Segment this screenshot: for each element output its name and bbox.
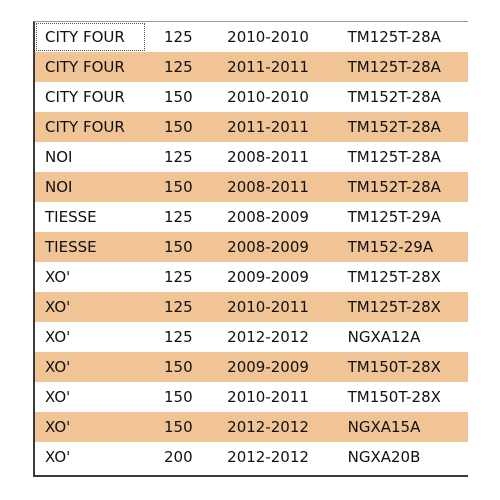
cc-cell[interactable]: 125: [164, 298, 193, 316]
engine-cell[interactable]: TM152T-28A: [347, 88, 441, 106]
cc-cell[interactable]: 150: [164, 238, 193, 256]
cc-cell[interactable]: 125: [164, 208, 193, 226]
table-row[interactable]: TIESSE 150 2008-2009 TM152-29A: [35, 232, 468, 262]
table-row[interactable]: XO' 150 2009-2009 TM150T-28X: [35, 352, 468, 382]
model-cell[interactable]: XO': [45, 418, 71, 436]
model-cell[interactable]: XO': [45, 388, 71, 406]
cc-cell[interactable]: 150: [164, 178, 193, 196]
engine-cell[interactable]: TM125T-28X: [347, 298, 441, 316]
cc-cell[interactable]: 150: [164, 358, 193, 376]
years-cell[interactable]: 2010-2011: [227, 298, 309, 316]
model-cell[interactable]: NOI: [45, 178, 73, 196]
engine-cell[interactable]: TM150T-28X: [347, 358, 441, 376]
engine-cell[interactable]: TM125T-28A: [347, 148, 441, 166]
engine-cell[interactable]: TM150T-28X: [347, 388, 441, 406]
model-cell[interactable]: CITY FOUR: [35, 22, 146, 52]
table-row[interactable]: CITY FOUR 150 2011-2011 TM152T-28A: [35, 112, 468, 142]
years-cell[interactable]: 2008-2009: [227, 208, 309, 226]
model-cell[interactable]: TIESSE: [45, 238, 97, 256]
engine-cell[interactable]: TM125T-28A: [347, 28, 441, 46]
cc-cell[interactable]: 150: [164, 118, 193, 136]
cc-cell[interactable]: 150: [164, 418, 193, 436]
model-cell[interactable]: XO': [45, 328, 71, 346]
table-row[interactable]: TIESSE 125 2008-2009 TM125T-29A: [35, 202, 468, 232]
cc-cell[interactable]: 125: [164, 328, 193, 346]
table-row[interactable]: XO' 200 2012-2012 NGXA20B: [35, 442, 468, 472]
years-cell[interactable]: 2008-2011: [227, 148, 309, 166]
years-cell[interactable]: 2008-2011: [227, 178, 309, 196]
years-cell[interactable]: 2010-2010: [227, 88, 309, 106]
engine-cell[interactable]: NGXA20B: [347, 448, 421, 466]
engine-cell[interactable]: NGXA15A: [347, 418, 421, 436]
table-row[interactable]: NOI 125 2008-2011 TM125T-28A: [35, 142, 468, 172]
model-cell[interactable]: XO': [45, 268, 71, 286]
table-row[interactable]: XO' 125 2009-2009 TM125T-28X: [35, 262, 468, 292]
table-row[interactable]: CITY FOUR 125 2010-2010 TM125T-28A: [35, 22, 468, 52]
cc-cell[interactable]: 150: [164, 88, 193, 106]
cc-cell[interactable]: 125: [164, 148, 193, 166]
model-cell[interactable]: CITY FOUR: [45, 88, 125, 106]
cc-cell[interactable]: 125: [164, 28, 193, 46]
years-cell[interactable]: 2009-2009: [227, 358, 309, 376]
engine-cell[interactable]: TM152-29A: [347, 238, 434, 256]
years-cell[interactable]: 2009-2009: [227, 268, 309, 286]
engine-cell[interactable]: TM152T-28A: [347, 178, 441, 196]
years-cell[interactable]: 2010-2011: [227, 388, 309, 406]
engine-cell[interactable]: TM125T-29A: [347, 208, 441, 226]
table-row[interactable]: XO' 150 2010-2011 TM150T-28X: [35, 382, 468, 412]
table-row[interactable]: XO' 125 2012-2012 NGXA12A: [35, 322, 468, 352]
model-cell[interactable]: CITY FOUR: [45, 118, 125, 136]
table-row[interactable]: XO' 150 2012-2012 NGXA15A: [35, 412, 468, 442]
table-row[interactable]: CITY FOUR 125 2011-2011 TM125T-28A: [35, 52, 468, 82]
cc-cell[interactable]: 150: [164, 388, 193, 406]
table-row[interactable]: XO' 125 2010-2011 TM125T-28X: [35, 292, 468, 322]
table-body: CITY FOUR 125 2010-2010 TM125T-28A CITY FOUR…: [35, 22, 468, 472]
table-row[interactable]: CITY FOUR 150 2010-2010 TM152T-28A: [35, 82, 468, 112]
engine-cell[interactable]: NGXA12A: [347, 328, 421, 346]
years-cell[interactable]: 2011-2011: [227, 58, 309, 76]
model-cell[interactable]: XO': [45, 298, 71, 316]
years-cell[interactable]: 2011-2011: [227, 118, 309, 136]
cc-cell[interactable]: 125: [164, 58, 193, 76]
years-cell[interactable]: 2012-2012: [227, 448, 309, 466]
years-cell[interactable]: 2010-2010: [227, 28, 309, 46]
model-cell[interactable]: TIESSE: [45, 208, 97, 226]
engine-cell[interactable]: TM152T-28A: [347, 118, 441, 136]
years-cell[interactable]: 2012-2012: [227, 328, 309, 346]
cc-cell[interactable]: 200: [164, 448, 193, 466]
years-cell[interactable]: 2008-2009: [227, 238, 309, 256]
data-table: CITY FOUR 125 2010-2010 TM125T-28A CITY FOUR…: [33, 21, 468, 477]
model-cell[interactable]: NOI: [45, 148, 73, 166]
model-cell[interactable]: XO': [45, 358, 71, 376]
model-cell[interactable]: CITY FOUR: [45, 58, 125, 76]
engine-cell[interactable]: TM125T-28X: [347, 268, 441, 286]
cc-cell[interactable]: 125: [164, 268, 193, 286]
engine-cell[interactable]: TM125T-28A: [347, 58, 441, 76]
table-row[interactable]: NOI 150 2008-2011 TM152T-28A: [35, 172, 468, 202]
years-cell[interactable]: 2012-2012: [227, 418, 309, 436]
model-cell[interactable]: XO': [45, 448, 71, 466]
